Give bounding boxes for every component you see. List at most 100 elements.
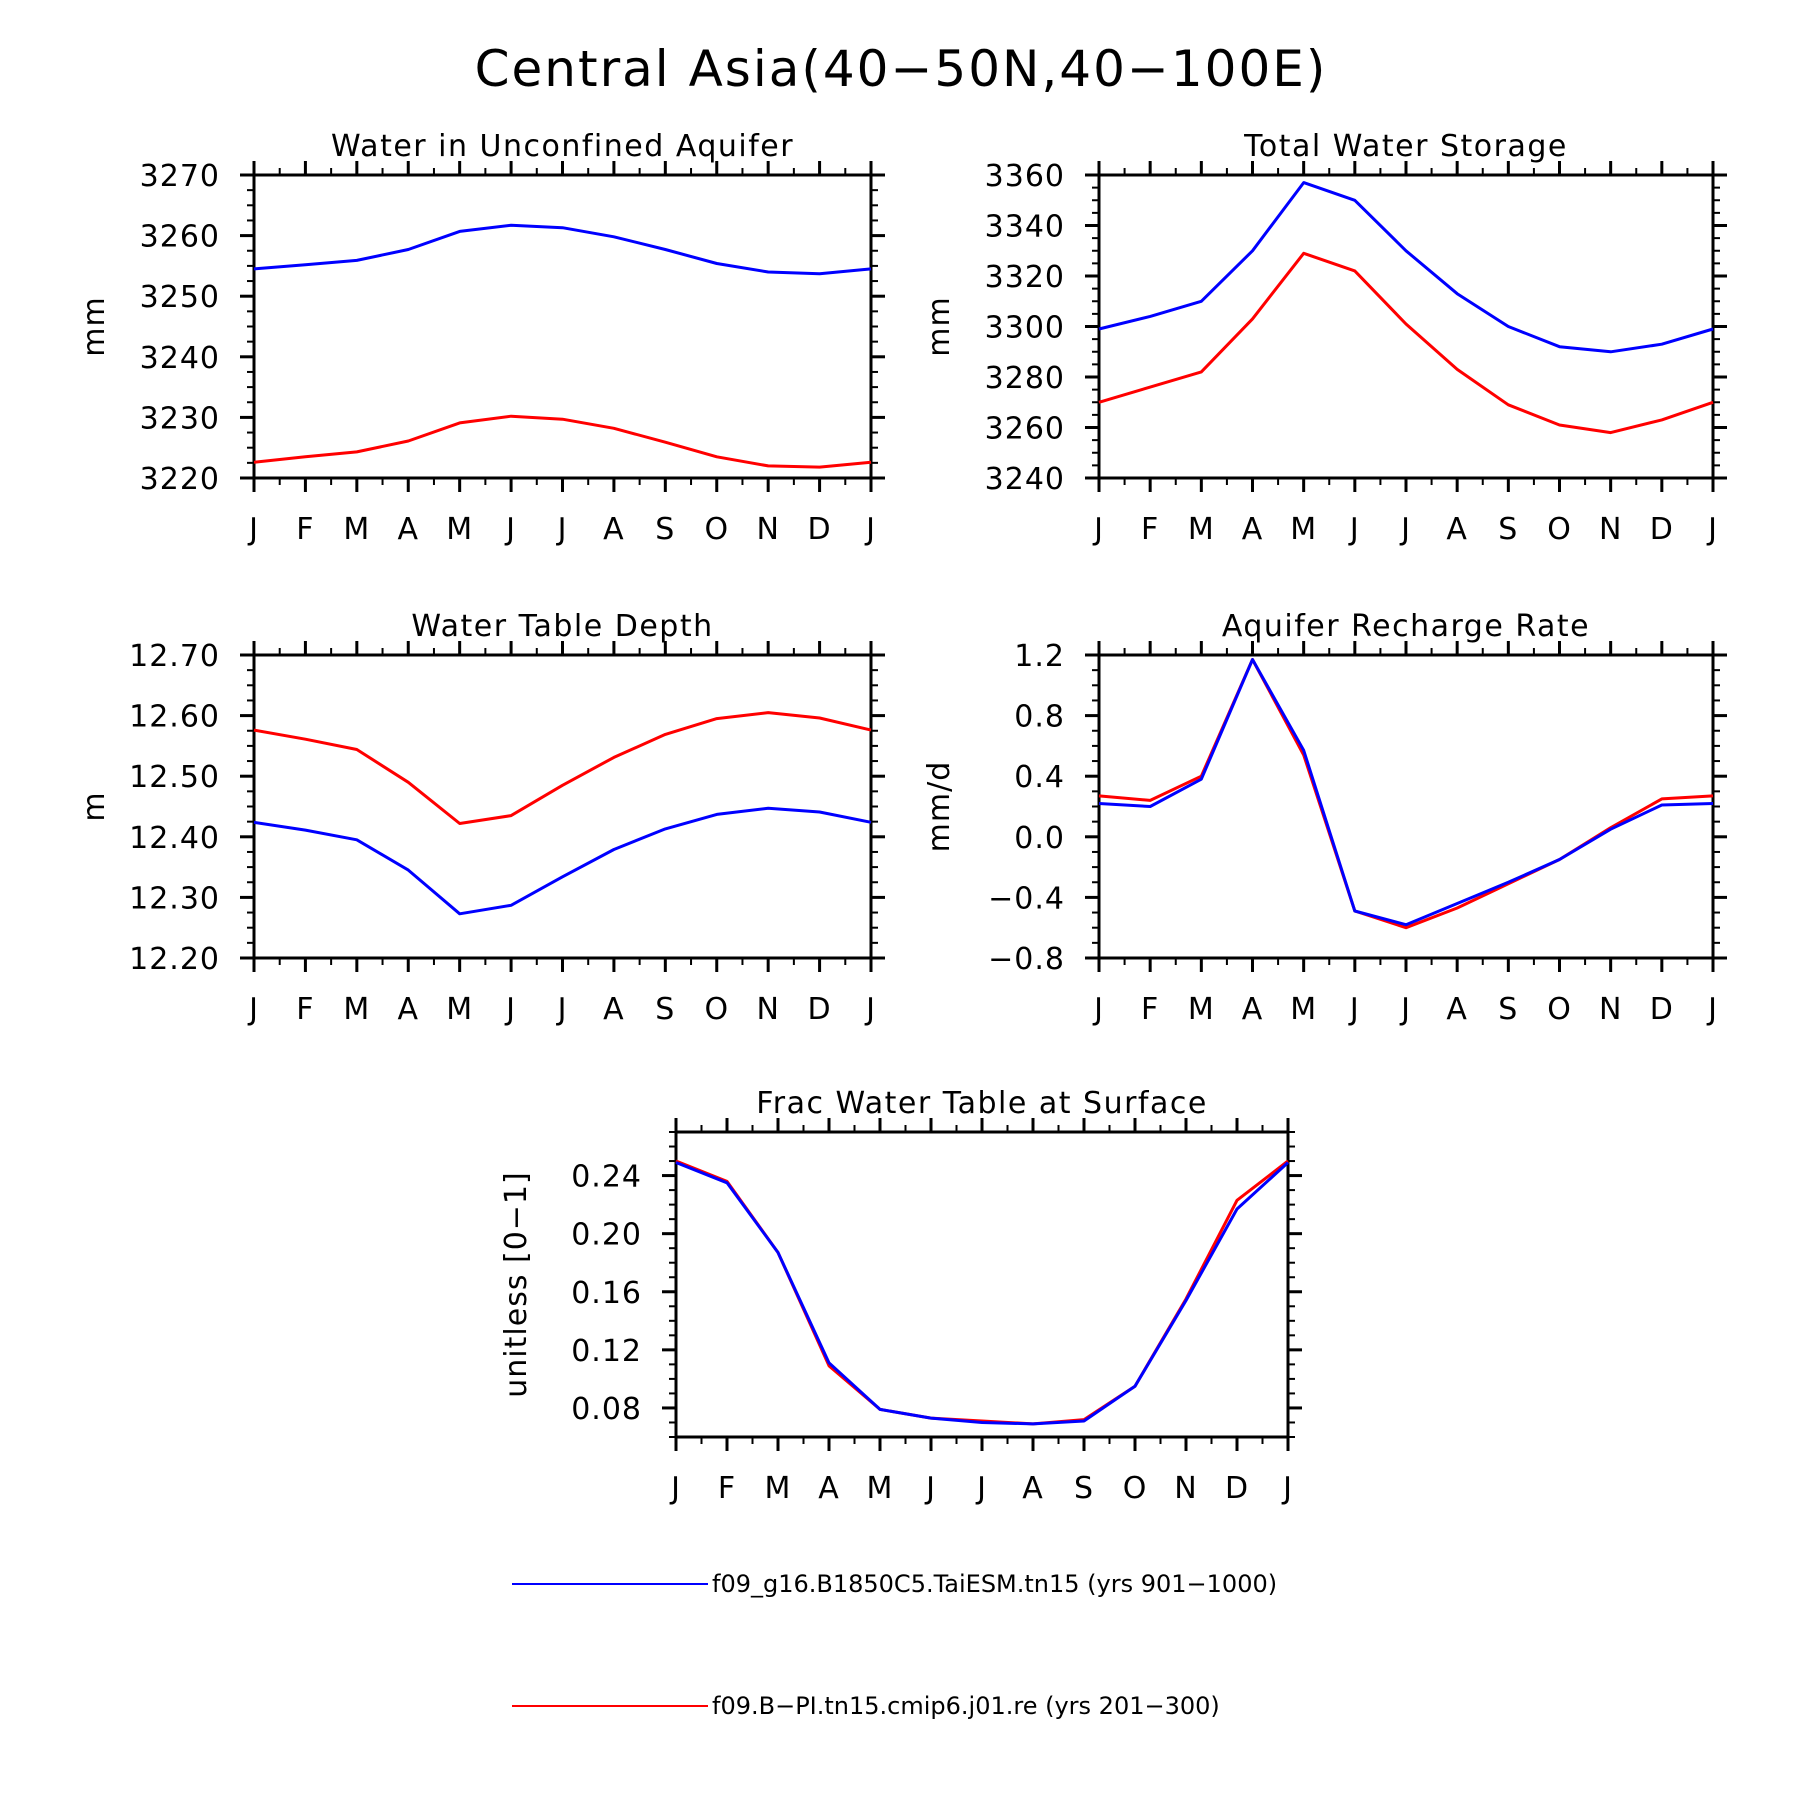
y-tick-label: 3260 [985, 412, 1065, 447]
x-tick-label: F [718, 1471, 736, 1506]
x-tick-label: J [864, 512, 876, 547]
plot-frame [252, 173, 873, 480]
x-tick-label: J [1706, 992, 1718, 1027]
x-tick-label: A [1446, 992, 1468, 1027]
x-tick-label: A [603, 512, 625, 547]
y-tick-label: 3250 [140, 280, 220, 315]
y-tick-label: 0.20 [571, 1218, 642, 1253]
y-tick-label: 3360 [985, 159, 1065, 194]
legend-label: f09_g16.B1850C5.TaiESM.tn15 (yrs 901−100… [712, 1570, 1277, 1598]
x-tick-label: M [343, 992, 370, 1027]
plot-frame [1097, 173, 1715, 480]
x-tick-label: F [1141, 512, 1159, 547]
x-tick-label: J [1348, 512, 1360, 547]
series-line-1 [1098, 181, 1714, 354]
y-tick-label: 0.16 [571, 1276, 642, 1311]
x-tick-label: J [1706, 512, 1718, 547]
y-tick-label: 3260 [140, 220, 220, 255]
y-tick-label: −0.4 [988, 881, 1065, 916]
series-line-1 [1098, 658, 1714, 930]
y-tick-label: 3240 [985, 462, 1065, 497]
x-tick-label: N [1599, 992, 1622, 1027]
panel-title: Total Water Storage [1243, 129, 1568, 164]
x-tick-label: M [1188, 992, 1215, 1027]
y-tick-label: 0.24 [571, 1160, 642, 1195]
panels: J F M A M J J A S O N D J322032303240325032603270Wat… [77, 129, 1727, 1506]
x-tick-label: J [975, 1471, 987, 1506]
x-tick-label: S [1074, 1471, 1094, 1506]
x-tick-label: A [397, 992, 419, 1027]
series-line-1 [253, 806, 872, 916]
y-tick-label: 0.12 [571, 1334, 642, 1369]
x-tick-label: N [756, 992, 779, 1027]
series-line-2 [1098, 658, 1714, 927]
y-tick-label: 3300 [985, 311, 1065, 346]
y-axis-label: m [77, 791, 112, 821]
x-tick-label: J [1399, 512, 1411, 547]
x-tick-label: S [655, 512, 675, 547]
x-tick-label: M [343, 512, 370, 547]
y-tick-label: 12.20 [129, 942, 220, 977]
panel-title: Water in Unconfined Aquifer [331, 129, 794, 164]
y-tick-label: 3280 [985, 361, 1065, 396]
series-line-2 [1098, 251, 1714, 435]
panel-title: Frac Water Table at Surface [756, 1086, 1208, 1121]
panel-2: J F M A M J J A S O N D J324032603280330033203340336… [922, 129, 1727, 547]
x-tick-label: F [296, 512, 314, 547]
x-tick-label: A [1242, 992, 1264, 1027]
x-tick-label: J [247, 512, 259, 547]
x-tick-label: J [1092, 992, 1104, 1027]
x-tick-label: M [1188, 512, 1215, 547]
x-tick-label: F [1141, 992, 1159, 1027]
x-tick-label: A [1022, 1471, 1044, 1506]
y-axis-label: mm/d [922, 761, 957, 853]
legend-label: f09.B−PI.tn15.cmip6.j01.re (yrs 201−300) [712, 1692, 1220, 1720]
y-tick-label: 0.08 [571, 1392, 642, 1427]
x-tick-label: J [504, 992, 516, 1027]
y-axis-label: mm [77, 296, 112, 356]
x-tick-label: J [556, 512, 568, 547]
panel-title: Water Table Depth [411, 609, 713, 644]
x-tick-label: M [765, 1471, 792, 1506]
y-tick-label: 3270 [140, 159, 220, 194]
x-tick-label: S [1498, 512, 1518, 547]
y-tick-label: 3340 [985, 210, 1065, 245]
panel-4: J F M A M J J A S O N D J−0.8−0.40.00.40.81.2Aquifer… [922, 609, 1727, 1027]
series-line-2 [253, 711, 872, 825]
x-tick-label: N [756, 512, 779, 547]
x-tick-label: S [655, 992, 675, 1027]
x-tick-label: J [1399, 992, 1411, 1027]
x-tick-label: O [1547, 992, 1572, 1027]
x-tick-label: J [669, 1471, 681, 1506]
x-tick-label: J [556, 992, 568, 1027]
x-tick-label: M [446, 512, 473, 547]
x-tick-label: M [867, 1471, 894, 1506]
x-tick-label: N [1174, 1471, 1197, 1506]
plot-frame [1097, 653, 1715, 960]
plot-frame [252, 653, 873, 960]
x-tick-label: F [296, 992, 314, 1027]
x-tick-label: J [1281, 1471, 1293, 1506]
x-tick-label: O [1547, 512, 1572, 547]
x-tick-label: A [818, 1471, 840, 1506]
x-tick-label: M [446, 992, 473, 1027]
x-tick-label: A [397, 512, 419, 547]
y-axis-label: unitless [0−1] [499, 1171, 534, 1397]
y-tick-label: 3240 [140, 341, 220, 376]
series-line-2 [675, 1161, 1290, 1426]
y-tick-label: 0.4 [1014, 760, 1065, 795]
y-tick-label: 12.40 [129, 821, 220, 856]
y-tick-label: 1.2 [1014, 639, 1065, 674]
y-tick-label: 3230 [140, 401, 220, 436]
y-axis-label: mm [922, 296, 957, 356]
x-tick-label: J [924, 1471, 936, 1506]
y-tick-label: 12.50 [129, 760, 220, 795]
x-tick-label: J [1348, 992, 1360, 1027]
x-tick-label: J [247, 992, 259, 1027]
panel-title: Aquifer Recharge Rate [1222, 609, 1590, 644]
x-tick-label: M [1290, 992, 1317, 1027]
y-tick-label: 12.70 [129, 639, 220, 674]
panel-3: J F M A M J J A S O N D J12.2012.3012.4012.5012.6012… [77, 609, 885, 1027]
